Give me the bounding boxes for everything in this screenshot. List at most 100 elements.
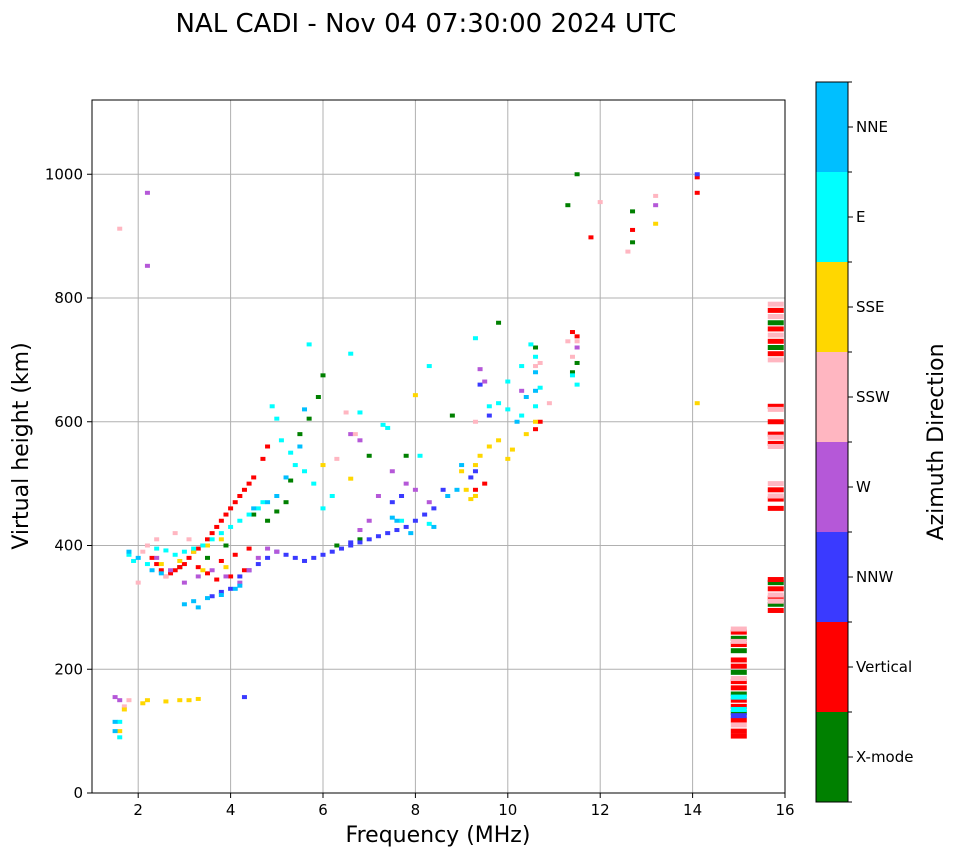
colorbar-category-label: Vertical: [856, 658, 912, 676]
point-nne: [533, 388, 539, 393]
colorbar-segment: [816, 172, 848, 262]
point-nnw: [283, 552, 289, 557]
point-e: [574, 382, 580, 387]
colorbar-frame: [815, 81, 849, 803]
point-w: [574, 345, 580, 350]
point-vertical: [158, 568, 164, 573]
point-w: [403, 481, 409, 486]
point-x-mode: [320, 373, 326, 378]
point-sse: [463, 487, 469, 492]
point-x-mode: [366, 453, 372, 458]
point-w: [117, 698, 123, 703]
point-w: [357, 528, 363, 533]
point-vertical: [241, 568, 247, 573]
point-vertical: [246, 546, 252, 551]
x-tick-label: 10: [498, 801, 517, 819]
point-vertical: [209, 531, 215, 536]
point-vertical: [228, 506, 234, 511]
point-ssw: [117, 226, 123, 231]
point-vertical: [214, 577, 220, 582]
point-ssw: [767, 332, 784, 338]
point-e: [311, 481, 317, 486]
point-ssw: [767, 434, 784, 440]
point-w: [426, 500, 432, 505]
point-sse: [505, 456, 511, 461]
point-nnw: [477, 382, 483, 387]
colorbar-segment: [816, 352, 848, 442]
point-vertical: [730, 657, 747, 663]
point-e: [278, 438, 284, 443]
point-w: [246, 568, 252, 573]
point-ssw: [767, 444, 784, 449]
point-ssw: [172, 531, 178, 536]
point-sse: [533, 419, 539, 424]
point-nne: [158, 571, 164, 576]
point-vertical: [767, 440, 784, 446]
point-nne: [454, 487, 460, 492]
point-e: [237, 518, 243, 523]
point-e: [163, 548, 169, 553]
point-e: [505, 407, 511, 412]
point-ssw: [767, 598, 784, 604]
colorbar-category-label: W: [856, 478, 871, 496]
point-x-mode: [730, 691, 747, 697]
point-ssw: [537, 360, 543, 365]
point-sse: [205, 543, 210, 548]
point-vertical: [730, 717, 747, 723]
point-nnw: [265, 555, 271, 560]
point-vertical: [177, 565, 183, 570]
point-vertical: [694, 175, 700, 180]
colorbar-category-label: SSE: [856, 298, 885, 316]
point-ssw: [472, 419, 478, 424]
point-ssw: [186, 537, 192, 542]
point-sse: [195, 696, 201, 701]
point-ssw: [154, 537, 160, 542]
point-ssw: [334, 456, 340, 461]
point-x-mode: [297, 432, 303, 437]
point-nne: [523, 395, 529, 399]
point-nnw: [320, 552, 326, 557]
point-w: [519, 388, 525, 393]
point-nne: [149, 568, 155, 573]
x-axis-ticks: 2 4 6 8 10 12 14 16: [133, 793, 795, 819]
point-nne: [126, 549, 132, 554]
point-x-mode: [315, 395, 321, 399]
point-nne: [265, 500, 271, 505]
point-ssw: [767, 592, 784, 598]
point-w: [112, 695, 118, 700]
point-x-mode: [730, 710, 747, 716]
point-nnw: [241, 695, 247, 700]
point-vertical: [767, 419, 784, 425]
x-tick-label: 4: [226, 801, 236, 819]
point-nnw: [399, 494, 405, 498]
colorbar-segment: [816, 622, 848, 712]
point-nne: [195, 605, 201, 610]
point-nnw: [694, 172, 700, 177]
point-vertical: [767, 307, 784, 313]
point-e: [302, 469, 308, 474]
point-vertical: [767, 403, 784, 409]
point-ssw: [574, 339, 580, 344]
point-x-mode: [205, 555, 210, 560]
point-e: [496, 401, 502, 406]
point-vertical: [154, 562, 160, 567]
point-nne: [431, 524, 437, 529]
point-nne: [302, 407, 308, 412]
point-vertical: [205, 571, 210, 576]
point-vertical: [533, 427, 539, 432]
colorbar-segment: [816, 442, 848, 532]
point-vertical: [767, 595, 784, 601]
point-vertical: [730, 733, 747, 739]
point-sse: [163, 699, 169, 704]
colorbar-segment: [816, 262, 848, 352]
point-nnw: [389, 500, 395, 505]
point-vertical: [767, 431, 784, 437]
point-vertical: [767, 326, 784, 332]
point-nne: [389, 515, 395, 520]
point-sse: [477, 453, 483, 458]
point-e: [357, 410, 363, 415]
point-e: [329, 494, 335, 498]
point-vertical: [730, 629, 747, 635]
